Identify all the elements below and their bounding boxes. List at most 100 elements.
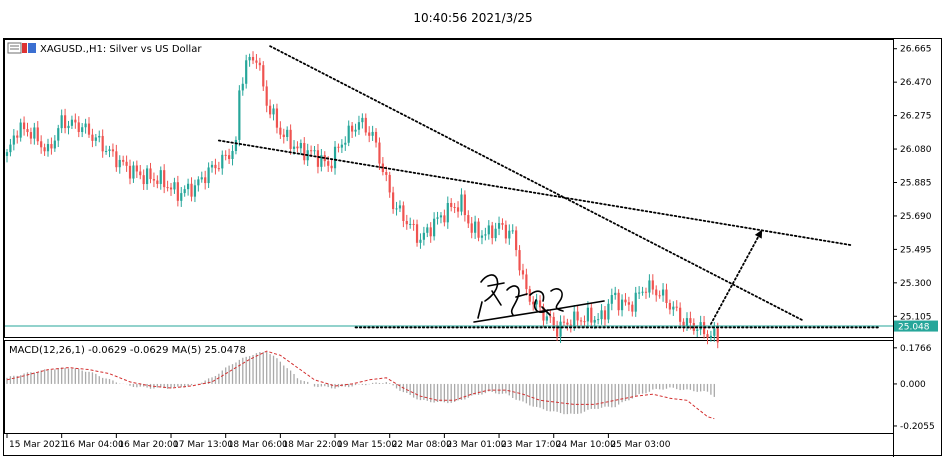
candle bbox=[87, 117, 91, 138]
candle bbox=[50, 137, 53, 155]
candle bbox=[480, 230, 484, 245]
candle bbox=[29, 127, 33, 145]
candle bbox=[190, 177, 193, 202]
candle bbox=[368, 126, 371, 143]
candle bbox=[392, 186, 395, 214]
candle bbox=[84, 118, 87, 134]
candle bbox=[145, 165, 149, 190]
candle bbox=[269, 99, 272, 119]
candle bbox=[63, 108, 67, 134]
candle bbox=[549, 310, 552, 323]
candle bbox=[275, 103, 279, 134]
candle bbox=[402, 201, 405, 228]
chart-window[interactable]: XAGUSD.,H1: Silver vs US Dollar 26.665 26… bbox=[3, 38, 943, 457]
time-tick-label: 16 Mar 20:00 bbox=[118, 440, 178, 450]
price-pane[interactable] bbox=[4, 39, 894, 338]
candle bbox=[381, 157, 384, 176]
candle bbox=[16, 130, 19, 144]
candle bbox=[351, 121, 354, 138]
candle bbox=[614, 286, 617, 300]
candle bbox=[122, 155, 125, 166]
window-clock: 10:40:56 2021/3/25 bbox=[413, 11, 533, 25]
arrowhead bbox=[754, 229, 763, 239]
candle bbox=[579, 317, 583, 326]
candle bbox=[713, 321, 716, 342]
candle bbox=[504, 220, 507, 244]
candle bbox=[354, 123, 357, 137]
candle bbox=[77, 116, 80, 138]
candle bbox=[67, 120, 70, 135]
candle bbox=[535, 293, 538, 310]
candle bbox=[118, 155, 121, 174]
price-tick-label: 26.665 bbox=[900, 45, 932, 55]
candle bbox=[104, 145, 108, 155]
candle bbox=[187, 178, 190, 196]
candle bbox=[501, 218, 504, 230]
projection-arrow bbox=[710, 228, 764, 325]
candle bbox=[511, 224, 514, 234]
price-tick-label: 25.495 bbox=[900, 245, 932, 255]
price-tick-label: 26.470 bbox=[900, 78, 932, 88]
candle bbox=[610, 288, 613, 311]
candle bbox=[661, 283, 665, 302]
chart-canvas[interactable]: XAGUSD.,H1: Silver vs US Dollar 26.66526… bbox=[4, 39, 943, 457]
candle bbox=[282, 128, 285, 144]
candle bbox=[43, 143, 46, 156]
candle bbox=[70, 115, 74, 130]
candle bbox=[193, 179, 197, 203]
candle bbox=[566, 318, 569, 331]
price-tick-label: 26.275 bbox=[900, 112, 932, 122]
candle bbox=[494, 222, 497, 242]
time-tick-label: 18 Mar 06:00 bbox=[228, 440, 288, 450]
candle bbox=[333, 141, 337, 175]
candle bbox=[706, 330, 709, 345]
candle bbox=[518, 245, 521, 276]
drawn-lines[interactable] bbox=[217, 45, 880, 329]
candle bbox=[40, 135, 43, 154]
current-price-label: 25.048 bbox=[898, 322, 930, 332]
candle bbox=[433, 212, 436, 241]
candle bbox=[26, 122, 29, 137]
candle bbox=[521, 263, 525, 280]
candle bbox=[316, 143, 320, 174]
candle bbox=[638, 286, 641, 300]
candle bbox=[648, 274, 651, 298]
candle bbox=[624, 293, 627, 306]
candle bbox=[344, 136, 347, 151]
candle bbox=[214, 158, 217, 175]
candle bbox=[210, 160, 214, 173]
candle bbox=[142, 169, 145, 190]
candle bbox=[272, 104, 275, 121]
candle bbox=[245, 54, 248, 89]
candle bbox=[163, 164, 166, 194]
candle bbox=[474, 215, 477, 239]
candle bbox=[248, 53, 251, 67]
candle bbox=[265, 80, 268, 113]
candle bbox=[395, 201, 398, 216]
candle bbox=[320, 149, 323, 172]
candle bbox=[484, 227, 487, 241]
candle bbox=[330, 159, 333, 172]
candle bbox=[556, 320, 559, 341]
candle bbox=[231, 145, 234, 166]
chart-window-icon bbox=[7, 42, 36, 54]
candle bbox=[371, 125, 374, 142]
time-tick-label: 19 Mar 15:00 bbox=[337, 440, 397, 450]
candle bbox=[460, 188, 463, 216]
candle bbox=[149, 162, 152, 184]
candle bbox=[221, 150, 224, 175]
macd-label: MACD(12,26,1) -0.0629 -0.0629 MA(5) 25.0… bbox=[9, 345, 246, 356]
candle bbox=[53, 135, 56, 152]
candle bbox=[313, 145, 316, 155]
candle bbox=[364, 113, 367, 136]
candle bbox=[46, 138, 50, 157]
candle bbox=[453, 202, 456, 214]
candle bbox=[238, 85, 241, 147]
candle bbox=[19, 118, 22, 142]
time-tick-label: 22 Mar 08:00 bbox=[392, 440, 452, 450]
macd-axis-ticks: 0.1766 0.000 -0.2055 bbox=[893, 344, 935, 432]
candle bbox=[446, 196, 449, 229]
candle bbox=[655, 285, 658, 302]
candle bbox=[651, 274, 654, 295]
